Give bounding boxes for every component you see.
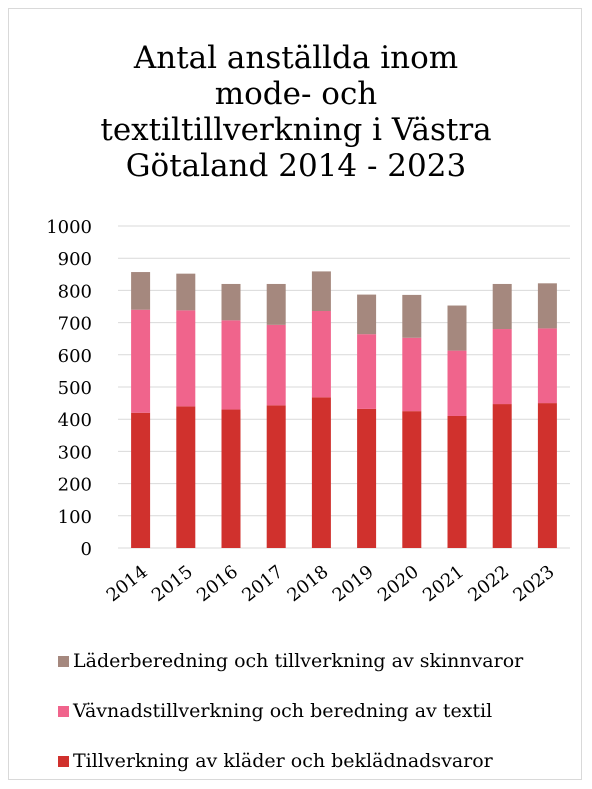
bar-segment (266, 405, 286, 548)
bar-segment (221, 320, 241, 410)
bar-segment (402, 294, 422, 338)
y-tick-label: 900 (58, 249, 92, 270)
x-tick-label: 2016 (193, 561, 242, 606)
bar-segment (402, 411, 422, 548)
x-tick-label: 2017 (238, 561, 287, 606)
bar-segment (447, 415, 467, 548)
bar-segment (176, 273, 196, 311)
bar-segment (492, 283, 512, 330)
bar-segment (221, 409, 241, 548)
legend-swatch (58, 655, 69, 667)
x-tick-label: 2023 (509, 561, 558, 606)
bar-segment (402, 337, 422, 412)
bar-segment (131, 309, 151, 413)
y-tick-label: 400 (58, 410, 92, 431)
chart-title-line: Götaland 2014 - 2023 (125, 148, 467, 184)
x-tick-label: 2021 (419, 561, 468, 606)
y-tick-label: 700 (58, 314, 92, 335)
y-tick-label: 500 (58, 378, 92, 399)
bar-segment (357, 294, 377, 335)
y-tick-label: 1000 (46, 217, 92, 238)
legend-item: Vävnadstillverkning och beredning av tex… (58, 686, 523, 736)
bar-segment (176, 310, 196, 407)
chart-title-line: Antal anställda inom (133, 40, 459, 76)
bar-segment (176, 406, 196, 548)
legend-label: Tillverkning av kläder och beklädnadsvar… (73, 750, 493, 772)
chart-frame (8, 8, 582, 780)
legend-swatch (58, 705, 69, 717)
legend-swatch (58, 755, 69, 767)
bar-segment (266, 283, 286, 325)
bar-segment (537, 403, 557, 548)
legend-label: Läderberedning och tillverkning av skinn… (73, 650, 524, 672)
y-tick-label: 600 (58, 346, 92, 367)
x-tick-label: 2014 (103, 561, 152, 606)
legend-label: Vävnadstillverkning och beredning av tex… (73, 700, 493, 722)
bar-segment (357, 408, 377, 548)
bar-segment (266, 324, 286, 406)
legend: Läderberedning och tillverkning av skinn… (58, 636, 523, 786)
y-tick-label: 200 (58, 475, 92, 496)
x-tick-label: 2022 (464, 561, 513, 606)
y-tick-label: 100 (58, 507, 92, 528)
bar-segment (537, 283, 557, 329)
bar-segment (447, 350, 467, 416)
x-tick-label: 2019 (329, 561, 378, 606)
bar-segment (537, 328, 557, 404)
bar-segment (131, 412, 151, 548)
bar-segment (221, 283, 241, 321)
legend-item: Läderberedning och tillverkning av skinn… (58, 636, 523, 686)
bar-segment (492, 404, 512, 548)
chart-title-line: textiltillverkning i Västra (100, 112, 492, 148)
bar-segment (357, 334, 377, 409)
chart-title: Antal anställda inom mode- och textiltil… (0, 40, 592, 184)
y-tick-label: 800 (58, 281, 92, 302)
bar-segment (311, 271, 331, 312)
bar-segment (131, 272, 151, 310)
x-tick-label: 2015 (148, 561, 197, 606)
bar-segment (311, 397, 331, 548)
bar-segment (311, 311, 331, 398)
bar-segment (447, 305, 467, 351)
bar-segment (492, 329, 512, 405)
x-tick-label: 2018 (283, 561, 332, 606)
y-tick-label: 300 (58, 442, 92, 463)
x-tick-label: 2020 (374, 561, 423, 606)
chart-title-line: mode- och (214, 76, 378, 112)
y-tick-label: 0 (81, 539, 92, 560)
legend-item: Tillverkning av kläder och beklädnadsvar… (58, 736, 523, 786)
